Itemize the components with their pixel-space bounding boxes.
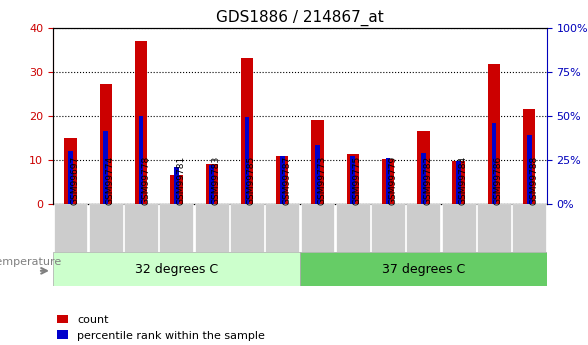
Bar — [209, 165, 214, 204]
Bar — [300, 252, 547, 286]
Bar — [311, 120, 323, 204]
Bar — [205, 164, 218, 204]
Legend: count, percentile rank within the sample: count, percentile rank within the sample — [53, 310, 270, 345]
Text: GSM99784: GSM99784 — [459, 156, 467, 206]
Text: GSM99785: GSM99785 — [247, 156, 256, 206]
Bar — [280, 156, 285, 204]
Text: GSM99782: GSM99782 — [423, 156, 432, 206]
Text: GSM99779: GSM99779 — [388, 156, 397, 206]
Bar — [456, 161, 461, 204]
Bar — [371, 204, 405, 252]
Bar — [195, 204, 229, 252]
Bar — [99, 84, 112, 204]
Text: GSM99774: GSM99774 — [106, 156, 115, 206]
Bar — [421, 152, 426, 204]
Bar — [487, 64, 500, 204]
Bar — [103, 131, 108, 204]
Bar — [417, 131, 429, 204]
Bar — [64, 138, 76, 204]
Bar — [452, 161, 465, 204]
Text: GSM99781: GSM99781 — [176, 156, 185, 206]
Bar — [68, 151, 73, 204]
Bar — [139, 116, 143, 204]
Text: GSM99787: GSM99787 — [282, 156, 291, 206]
Bar — [492, 122, 496, 204]
Bar — [135, 41, 147, 204]
Text: GSM99788: GSM99788 — [529, 156, 538, 206]
Bar — [523, 109, 535, 204]
Text: 32 degrees C: 32 degrees C — [135, 263, 218, 276]
Bar — [230, 204, 264, 252]
Bar — [89, 204, 123, 252]
Text: GSM99697: GSM99697 — [71, 156, 79, 206]
Bar — [276, 157, 288, 204]
Bar — [346, 154, 359, 204]
Bar — [382, 159, 394, 204]
Bar — [245, 117, 249, 204]
Bar — [336, 204, 370, 252]
Bar — [265, 204, 299, 252]
Bar — [54, 204, 88, 252]
Text: GSM99783: GSM99783 — [212, 156, 220, 206]
Text: GSM99778: GSM99778 — [141, 156, 150, 206]
Title: GDS1886 / 214867_at: GDS1886 / 214867_at — [216, 10, 384, 26]
Bar — [406, 204, 440, 252]
Text: temperature: temperature — [0, 257, 62, 266]
Text: GSM99773: GSM99773 — [318, 156, 326, 206]
Text: 37 degrees C: 37 degrees C — [382, 263, 465, 276]
Bar — [174, 167, 179, 204]
Bar — [240, 58, 253, 204]
Bar — [300, 204, 335, 252]
Text: GSM99775: GSM99775 — [353, 156, 362, 206]
Text: GSM99786: GSM99786 — [494, 156, 503, 206]
Bar — [386, 158, 390, 204]
Bar — [442, 204, 476, 252]
Bar — [512, 204, 546, 252]
Bar — [315, 146, 320, 204]
Bar — [53, 252, 300, 286]
Bar — [159, 204, 193, 252]
Bar — [170, 175, 182, 204]
Bar — [350, 156, 355, 204]
Bar — [527, 135, 532, 204]
Bar — [477, 204, 511, 252]
Bar — [124, 204, 158, 252]
